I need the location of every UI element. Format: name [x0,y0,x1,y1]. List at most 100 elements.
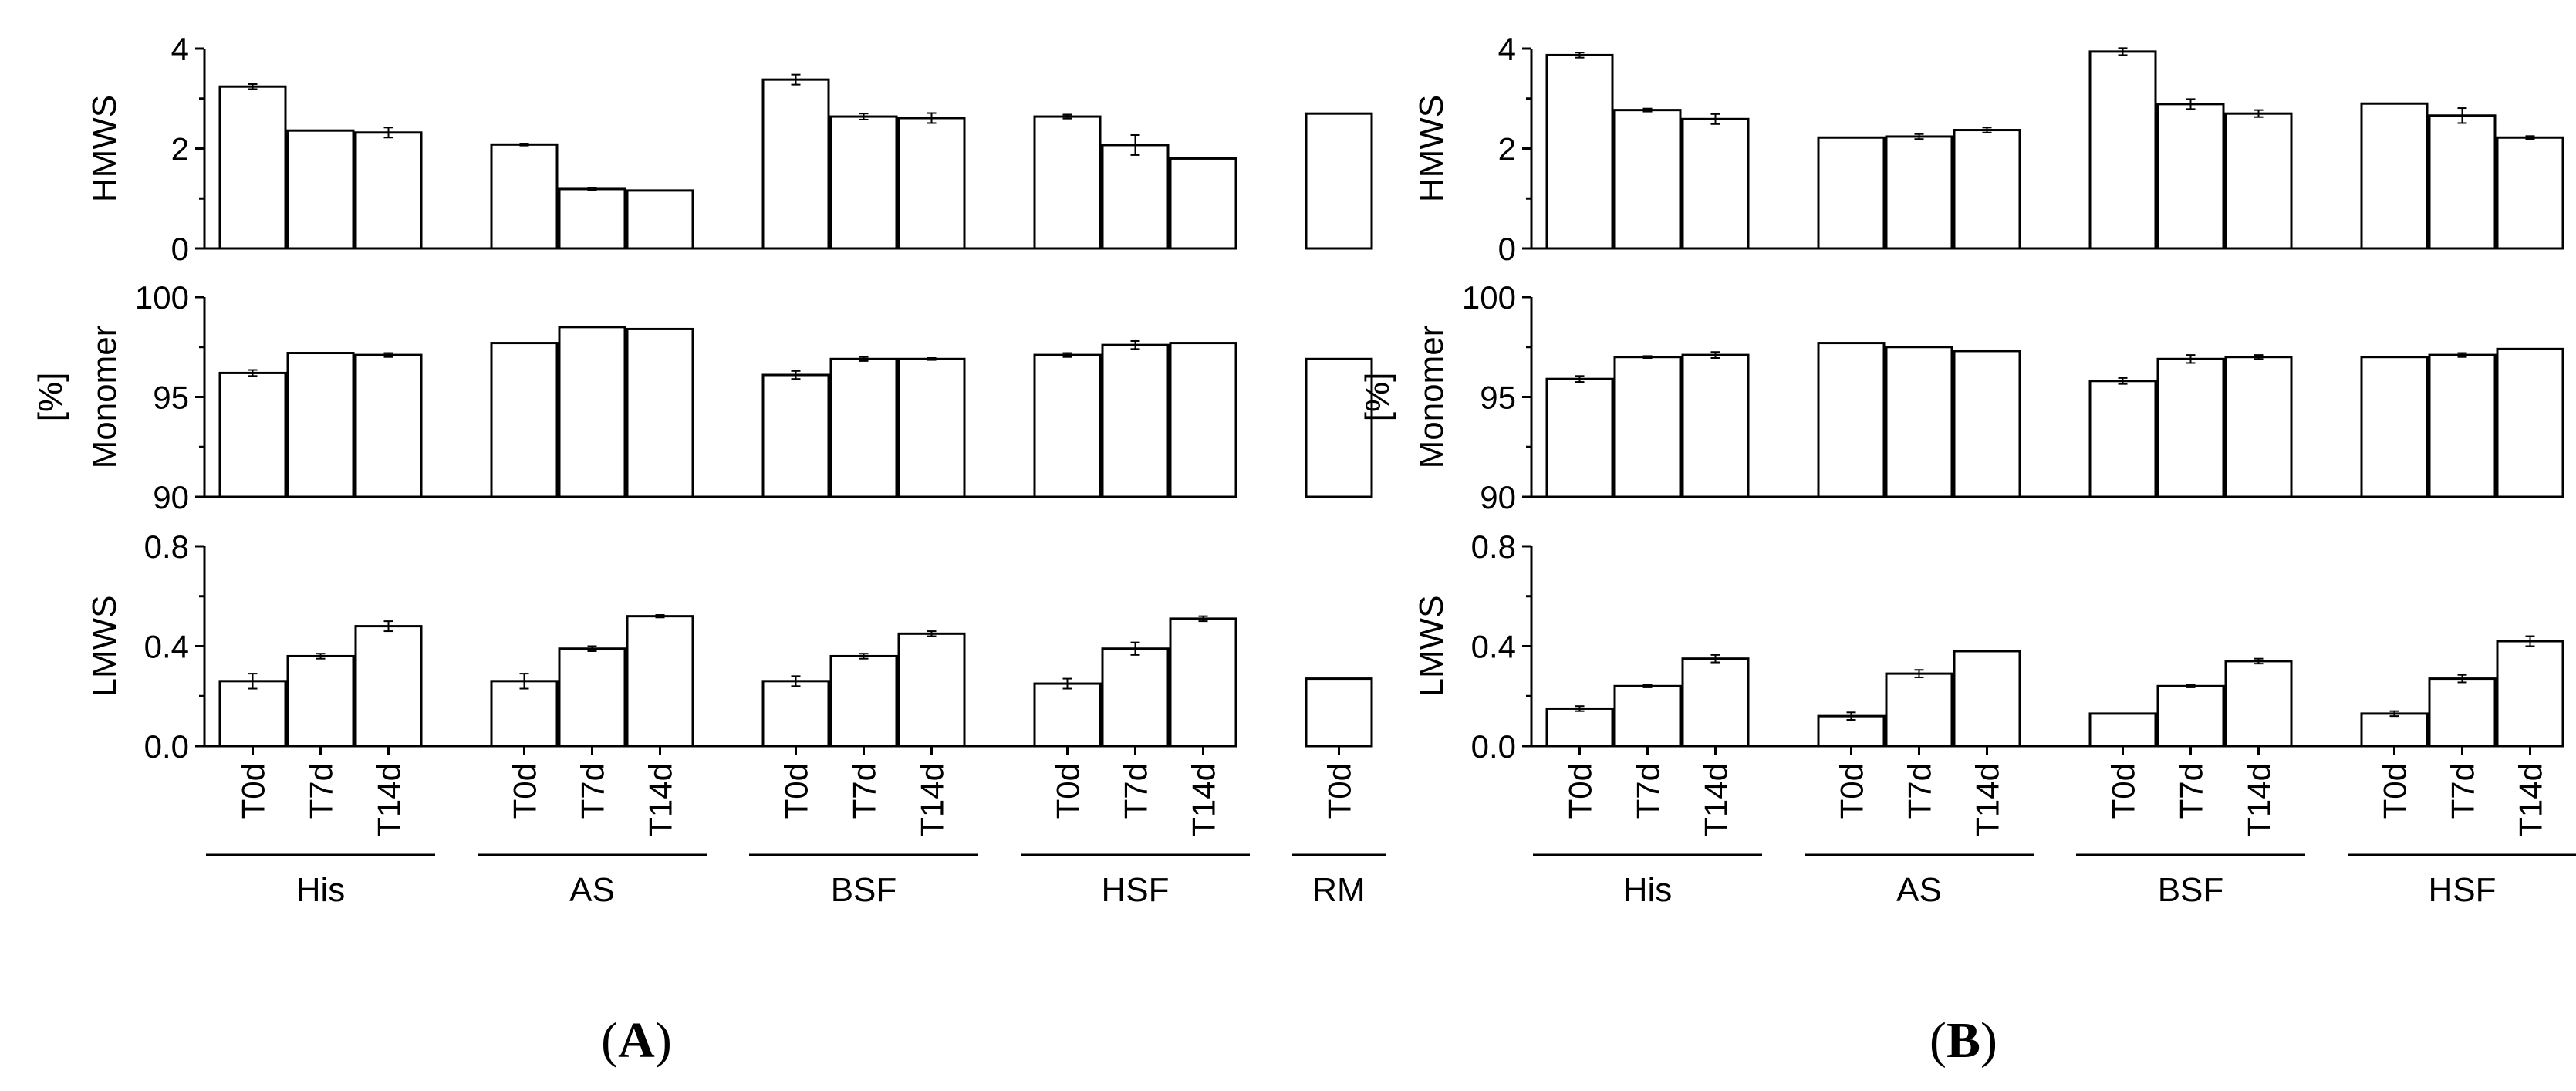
error-bar [791,370,801,380]
bar [626,327,694,498]
error-bar [248,673,258,690]
bar [218,371,287,498]
bar [1885,346,1953,498]
y-axis-label: Monomer [1413,326,1450,469]
error-bar [2118,47,2128,56]
x-tick-label: T7d [846,763,883,819]
x-tick-label: T0d [778,763,815,819]
error-bar [587,645,597,652]
y-tick-label: 95 [153,380,189,416]
panel-A: 0 2 4 HMWS 90 95 100 Monomer [%] 0.0 0.4 0.8 LMWS T0d… [32,31,1386,1069]
bar [2156,684,2225,748]
error-bar [927,112,937,124]
x-tick-label: T0d [1050,763,1086,819]
error-bar [1130,641,1140,656]
x-tick-label: T0d [1562,763,1599,819]
bar [490,143,559,250]
y-tick-label: 100 [135,279,189,316]
y-tick-label: 100 [1462,279,1516,316]
error-bar [383,352,393,358]
error-bar [2457,352,2467,358]
error-bar [383,127,393,139]
bar [829,115,898,250]
y-unit-label: [%] [1359,373,1396,422]
bar [1817,342,1886,498]
subplot-monomer: 90 95 100 Monomer [%] [1359,279,2564,515]
bar [2224,112,2293,250]
x-tick-label: T7d [2173,763,2210,819]
bar [558,647,626,748]
x-tick-label: T7d [1118,763,1154,819]
y-axis-label: HMWS [86,95,123,202]
bar [1101,343,1170,498]
x-tick-label: T14d [2513,763,2549,837]
error-bar [2118,377,2128,385]
bar [1033,353,1102,498]
error-bar [1642,684,1653,688]
group-label: HSF [1102,871,1170,909]
group-label: His [296,871,346,909]
bar [354,353,423,498]
y-tick-label: 0.8 [144,529,189,565]
panel-label-open: ( [601,1012,618,1069]
bar [354,625,423,748]
bar [1305,357,1373,498]
error-bar [1982,127,1992,133]
error-bar [1710,351,1720,359]
error-bar [1914,669,1924,678]
y-tick-label: 90 [153,479,189,515]
y-tick-label: 0.4 [1471,629,1516,665]
error-bar [1914,133,1924,140]
error-bar [1575,375,1585,383]
x-tick-label: T14d [643,763,679,837]
y-axis-label: LMWS [86,596,123,697]
bar [558,187,626,250]
subplot-hmws: 0 2 4 HMWS [1413,31,2564,267]
error-bar [791,675,801,687]
x-tick-label: T0d [1322,763,1358,819]
error-bar [1130,134,1140,156]
subplot-lmws: 0.0 0.4 0.8 LMWS [86,529,1373,765]
error-bar [519,673,529,690]
group-label: His [1623,871,1673,909]
x-tick-label: T7d [1630,763,1666,819]
subplot-monomer: 90 95 100 Monomer [%] [32,279,1373,515]
panel-label-open: ( [1929,1012,1946,1069]
x-tick-label: T0d [507,763,543,819]
error-bar [2254,354,2264,360]
bar [354,131,423,250]
error-bar [1642,107,1653,113]
y-tick-label: 0.0 [1471,728,1516,765]
bar [1305,677,1373,748]
group-label: BSF [831,871,897,909]
bar [2496,136,2564,250]
bar [490,342,559,498]
bar [2088,712,2157,748]
panel-label-letter: A [618,1012,655,1069]
bar [1681,353,1750,498]
y-tick-label: 0 [1498,231,1516,267]
x-tick-label: T14d [914,763,950,837]
error-bar [2457,674,2467,684]
error-bar [2254,657,2264,665]
error-bar [1062,352,1072,358]
group-label: HSF [2429,871,2497,909]
bar [1681,117,1750,250]
error-bar [519,143,529,147]
group-label: AS [1896,871,1942,909]
bar [897,117,966,250]
bar [829,357,898,498]
error-bar [927,630,937,637]
bar [1545,53,1614,250]
bar [2156,103,2225,250]
bar [2360,356,2429,498]
error-bar [1575,705,1585,712]
bar [1613,684,1682,748]
error-bar [1062,113,1072,120]
bar [2428,353,2497,498]
y-tick-label: 4 [171,31,189,67]
group-label: AS [569,871,615,909]
bar [1101,144,1170,250]
bar [2428,677,2497,748]
